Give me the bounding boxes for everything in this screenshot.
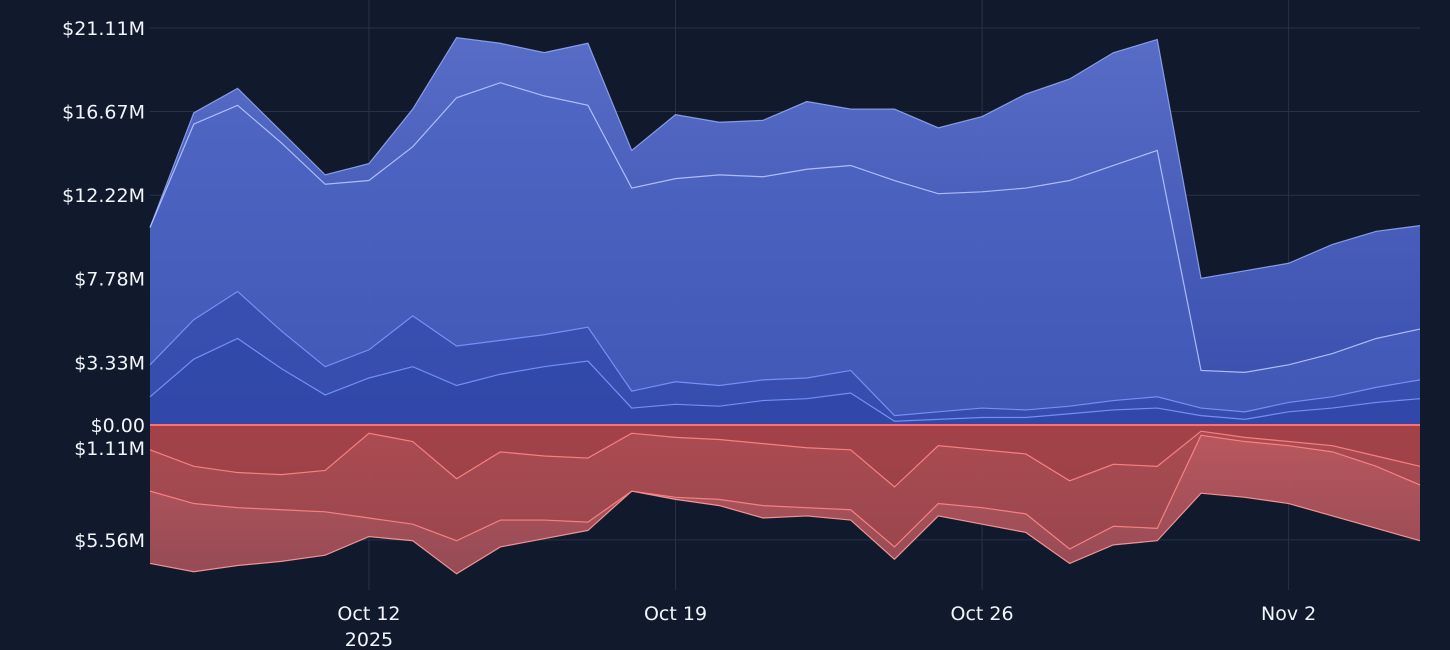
red-line-series-2 bbox=[149, 430, 1421, 488]
blue-area-series-0 bbox=[150, 37, 1420, 426]
y-tick-label-bottom-0: $1.11M bbox=[74, 438, 145, 460]
axis-layer: $21.11M $16.67M $12.22M $7.78M $3.33M $0.00$1… bbox=[62, 18, 1316, 650]
blue-line-series-1 bbox=[149, 82, 1421, 373]
blue-line-series-2 bbox=[149, 290, 1421, 417]
red-line-series-0 bbox=[149, 490, 1421, 575]
x-tick-label-0: Oct 12 bbox=[337, 603, 400, 625]
x-tick-sublabel-0: 2025 bbox=[345, 629, 393, 650]
blue-line-series-0 bbox=[149, 36, 1421, 280]
x-tick-label-1: Oct 19 bbox=[644, 603, 707, 625]
blue-area-series-3 bbox=[150, 338, 1420, 425]
y-tick-label-top-1: $16.67M bbox=[62, 101, 145, 123]
blue-line-series-3 bbox=[149, 337, 1421, 422]
y-tick-label-bottom-1: $5.56M bbox=[74, 530, 145, 552]
blue-area-series-1 bbox=[150, 82, 1420, 425]
y-tick-label-top-2: $12.22M bbox=[62, 185, 145, 207]
y-tick-label-top-0: $21.11M bbox=[62, 18, 145, 40]
y-tick-label-top-5: $0.00 bbox=[91, 415, 145, 437]
y-tick-label-top-3: $7.78M bbox=[74, 269, 145, 291]
red-line-series-1 bbox=[149, 434, 1421, 550]
y-tick-label-top-4: $3.33M bbox=[74, 352, 145, 374]
x-tick-label-3: Nov 2 bbox=[1261, 603, 1316, 625]
series-layer bbox=[149, 36, 1421, 575]
x-tick-label-2: Oct 26 bbox=[951, 603, 1014, 625]
